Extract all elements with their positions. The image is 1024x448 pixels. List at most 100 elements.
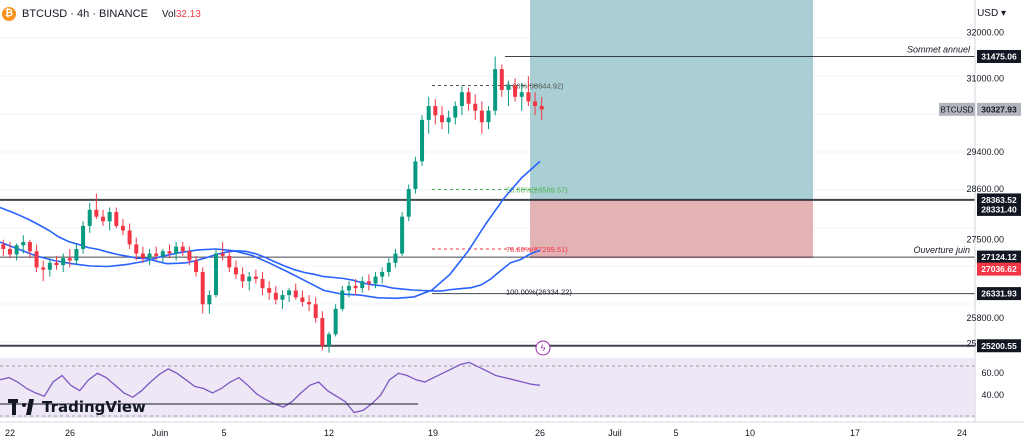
alert-icon: ϟ: [541, 343, 546, 353]
candle-body: [34, 251, 39, 268]
price-tag: BTCUSD 30327.93: [939, 102, 1021, 116]
currency-dropdown[interactable]: USD ▾: [977, 8, 1006, 19]
candle-body: [380, 272, 385, 277]
candle-body: [413, 161, 418, 190]
moving-average-line: [0, 206, 541, 292]
candle-body: [174, 246, 179, 254]
candle-body: [326, 334, 331, 346]
candle-body: [200, 272, 205, 305]
candle-body: [87, 209, 92, 226]
price-tag: 27124.12: [977, 250, 1021, 264]
bitcoin-icon: ₿: [2, 7, 16, 21]
candle-body: [120, 225, 125, 231]
level-note-label: Ouverture juin: [913, 245, 970, 255]
candle-body: [101, 216, 106, 222]
candle-body: [506, 85, 511, 90]
candle-body: [14, 245, 19, 255]
candle-body: [280, 295, 285, 300]
candle-body: [393, 253, 398, 263]
candle-body: [1, 244, 6, 249]
date-tick-label: 19: [428, 428, 438, 438]
candle-body: [499, 69, 504, 90]
candle-body: [67, 258, 72, 261]
candle-body: [47, 262, 52, 270]
candle-body: [127, 230, 132, 245]
price-tag-prefix: BTCUSD: [941, 105, 974, 114]
tradingview-label: TradingView: [42, 398, 146, 416]
candle-body: [267, 288, 272, 293]
candle-body: [486, 110, 491, 123]
date-tick-label: 26: [65, 428, 75, 438]
fib-level-label: 100.00%(26334.22): [506, 287, 572, 296]
candle-body: [519, 92, 524, 97]
price-tick-label: 29400.00: [966, 147, 1004, 157]
fib-level-label: 50.00%(28589.57): [506, 186, 568, 195]
date-tick-label: 10: [745, 428, 755, 438]
candle-body: [160, 251, 165, 256]
candle-body: [307, 301, 312, 305]
price-tag: 27036.62: [977, 262, 1021, 276]
symbol-label[interactable]: BTCUSD · 4h · BINANCE: [22, 8, 148, 20]
price-tick-label: 28600.00: [966, 184, 1004, 194]
candle-body: [74, 248, 79, 261]
date-tick-label: 5: [673, 428, 678, 438]
price-tick-label: 31000.00: [966, 73, 1004, 83]
alert-icon: [535, 340, 551, 356]
candle-body: [81, 225, 86, 249]
price-tag: 28331.40: [977, 202, 1021, 216]
candle-body: [366, 281, 371, 284]
candle-body: [187, 251, 192, 261]
rsi-panel: [0, 358, 975, 418]
candle-body: [333, 308, 338, 335]
candle-body: [21, 242, 26, 246]
candle-body: [439, 115, 444, 123]
candle-body: [386, 262, 391, 273]
date-tick-label: Juil: [608, 428, 622, 438]
candle-body: [459, 92, 464, 107]
candle-body: [240, 274, 245, 282]
candle-body: [420, 119, 425, 162]
price-tag: 31475.06: [977, 49, 1021, 63]
rsi-line: [0, 361, 541, 414]
price-tag-label: 26331.93: [981, 289, 1017, 299]
candle-body: [300, 297, 305, 302]
candle-body: [320, 318, 325, 346]
candle-body: [526, 92, 531, 102]
date-tick-label: 12: [324, 428, 334, 438]
tradingview-icon: [8, 399, 36, 415]
candle-body: [180, 246, 185, 252]
date-tick-label: 5: [221, 428, 226, 438]
candle-body: [406, 189, 411, 217]
price-tag: 26331.93: [977, 287, 1021, 301]
price-tag-label: 28331.40: [981, 204, 1017, 214]
candle-body: [207, 295, 212, 305]
fib-level-label: 78.60%(27299.51): [506, 245, 568, 254]
candle-body: [7, 248, 12, 255]
candle-body: [147, 253, 152, 259]
candle-body: [247, 276, 252, 282]
candle-body: [167, 251, 172, 254]
price-tag-label: 31475.06: [981, 51, 1017, 61]
candle-body: [473, 103, 478, 111]
candle-body: [194, 260, 199, 273]
price-tag-label: 25200.55: [981, 341, 1017, 351]
date-tick-label: 26: [535, 428, 545, 438]
price-tag: 25200.55: [977, 339, 1021, 353]
candle-body: [479, 110, 484, 123]
candle-body: [539, 106, 544, 110]
stop-loss-zone: [530, 199, 813, 259]
candle-body: [140, 253, 145, 259]
candle-body: [466, 92, 471, 104]
candle-body: [446, 117, 451, 123]
candle-body: [340, 290, 345, 309]
candle-body: [533, 101, 538, 107]
tradingview-logo: TradingView: [8, 398, 146, 416]
chart-header: ₿ BTCUSD · 4h · BINANCE Vol32.13: [2, 4, 201, 24]
candle-body: [253, 276, 258, 279]
rsi-tick-label: 40.00: [981, 390, 1004, 400]
candle-body: [493, 69, 498, 111]
candle-body: [61, 258, 66, 266]
candle-body: [107, 212, 112, 222]
